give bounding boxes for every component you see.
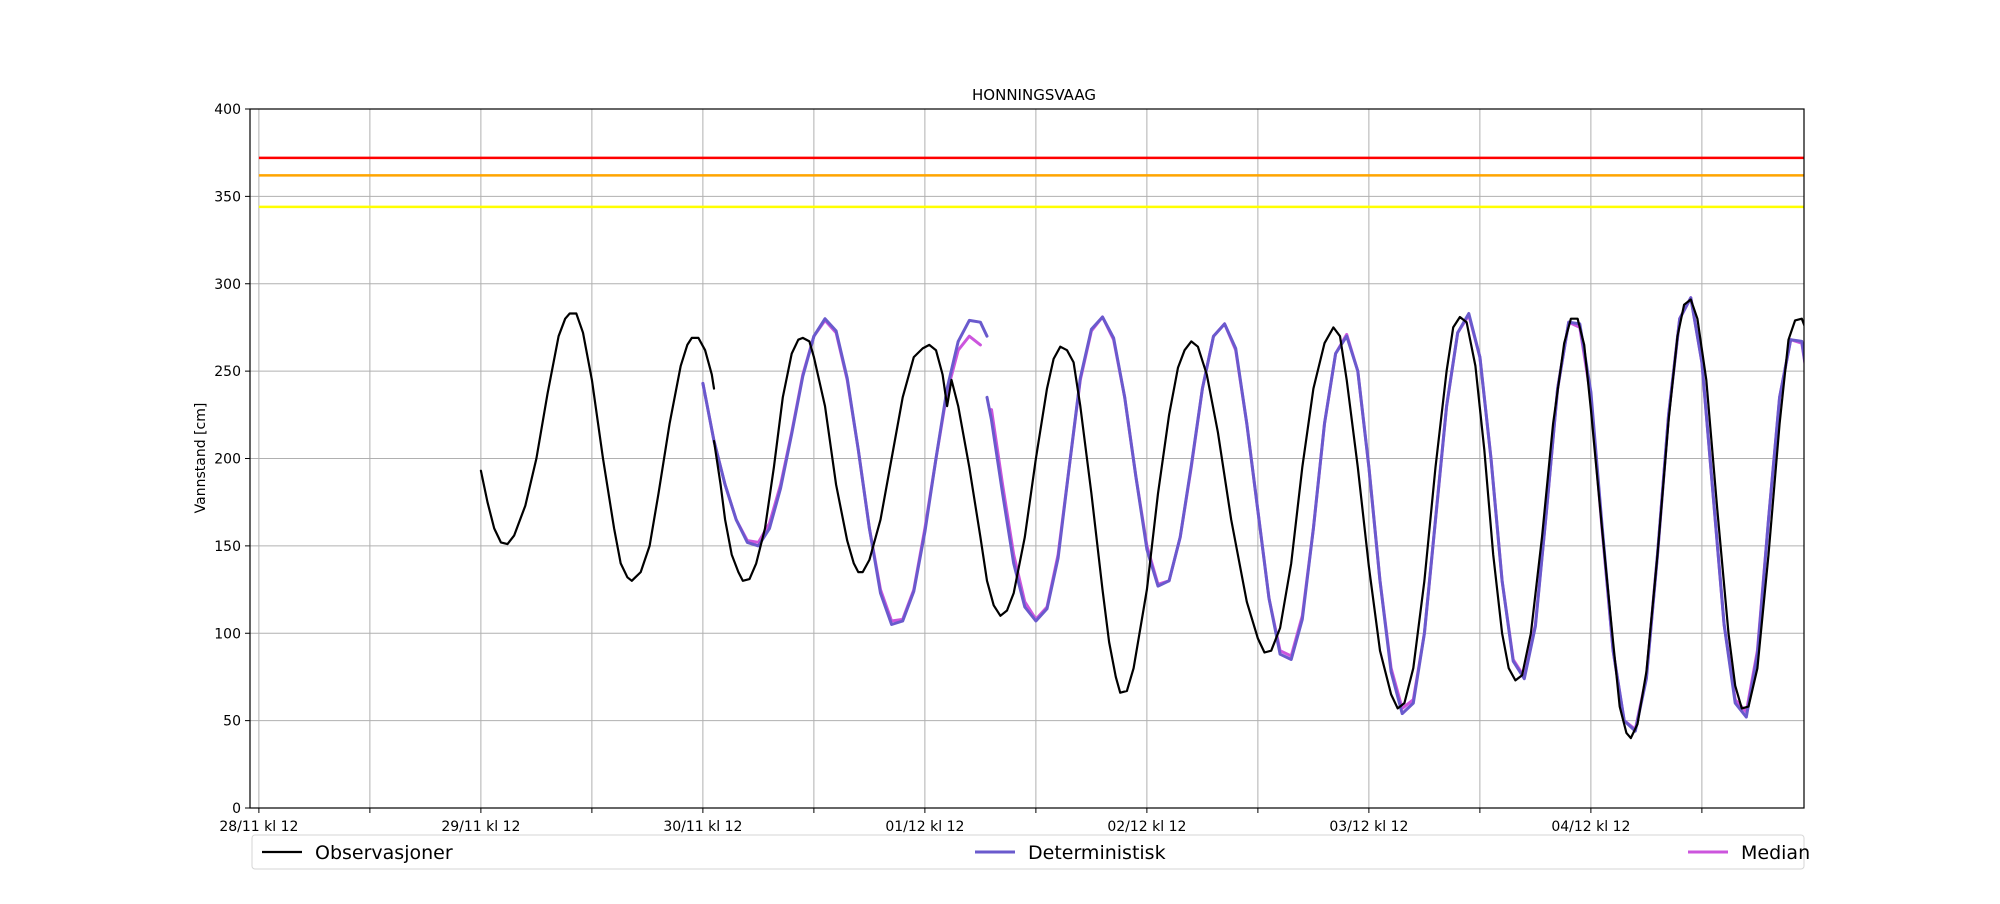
y-tick-label: 300 [214,277,241,293]
series-line-deterministisk [701,317,989,626]
series-line-median [701,318,982,623]
chart-title: HONNINGSVAAG [972,86,1096,104]
y-tick-label: 150 [214,539,241,555]
grid-layer [250,108,1804,809]
legend-label-observasjoner: Observasjoner [315,842,453,864]
y-tick-label: 250 [214,364,241,380]
legend-label-deterministisk: Deterministisk [1028,842,1166,864]
x-tick-label: 29/11 kl 12 [441,819,520,835]
y-tick-label: 100 [214,626,241,642]
series-line-observasjoner [479,312,716,582]
y-tick-label: 350 [214,189,241,205]
y-tick-label: 50 [223,714,241,730]
legend: Observasjoner Deterministisk Median [251,834,1810,870]
x-tick-label: 04/12 kl 12 [1551,819,1630,835]
axis-layer: 28/11 kl 12 29/11 kl 12 30/11 kl 12 01/12 k… [214,102,1703,835]
y-axis-label: Vannstand [cm] [193,403,209,514]
x-tick-label: 01/12 kl 12 [885,819,964,835]
x-tick-label: 02/12 kl 12 [1107,819,1186,835]
series-layer [479,296,1804,740]
series-line-observasjoner [712,298,1804,740]
y-tick-label: 200 [214,452,241,468]
legend-box [251,834,1805,870]
y-tick-label: 400 [214,102,241,118]
x-tick-label: 28/11 kl 12 [219,819,298,835]
y-tick-label: 0 [232,801,241,817]
x-tick-label: 30/11 kl 12 [663,819,742,835]
x-tick-label: 03/12 kl 12 [1329,819,1408,835]
threshold-layer [258,156,1804,209]
series-line-deterministisk [985,296,1804,733]
legend-label-median: Median [1741,842,1810,864]
